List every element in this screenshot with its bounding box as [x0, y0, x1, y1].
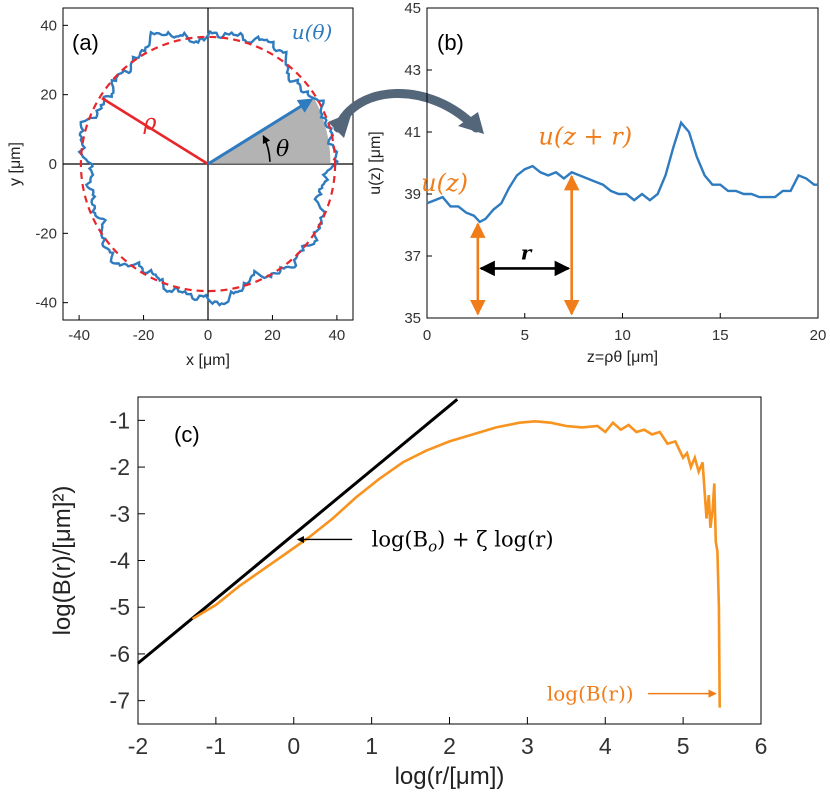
panel-c-x-tick-label: 2 — [443, 733, 456, 759]
theta-label: θ — [276, 137, 289, 162]
panel-b-label: (b) — [437, 30, 464, 55]
fit-annotation: log(Bo) + ζ log(r) — [372, 527, 554, 555]
fit-annotation-part1: log(B — [372, 527, 428, 551]
panel-c: -2 -1 0 1 2 3 4 5 6 -1 -2 -3 -4 -5 -6 -7 (c) log(Bo) + … — [49, 396, 768, 790]
connector-arrow-head-right — [458, 112, 484, 134]
panel-c-y-tick-label: -7 — [110, 688, 130, 714]
r-label: r — [521, 240, 533, 264]
theta-arc-arrow — [262, 135, 271, 162]
reference-circle — [79, 35, 337, 293]
u-theta-arrow — [207, 98, 314, 166]
panel-c-x-tick-label: 3 — [521, 733, 534, 759]
panel-a-x-tick-label: 20 — [264, 327, 281, 344]
radius-rho-line — [101, 97, 209, 166]
panel-b-x-tick-label: 5 — [521, 327, 529, 344]
panel-a-y-tick-label: -20 — [35, 225, 57, 242]
panel-c-x-axis-label: log(r/[μm]) — [395, 763, 505, 790]
panel-c-y-tick-label: -5 — [110, 594, 130, 620]
theta-wedge — [208, 98, 331, 164]
panel-c-y-tick-label: -1 — [110, 407, 130, 433]
panel-a-x-tick-label: -20 — [133, 327, 155, 344]
panel-c-x-tick-label: 4 — [599, 733, 612, 759]
log-b-r-curve — [191, 419, 721, 708]
u-theta-label: u(θ) — [292, 20, 333, 44]
panel-c-y-axis-label: log(B(r)/[μm]²) — [49, 486, 76, 636]
panel-c-x-tick-label: 6 — [755, 733, 768, 759]
fit-annotation-part2: ) + ζ log(r) — [437, 527, 553, 551]
panel-c-frame — [137, 396, 762, 725]
panel-a-y-tick-label: 20 — [40, 87, 57, 104]
rho-label: ρ — [143, 110, 157, 135]
panel-a: -40 -20 0 20 40 -40 -20 0 20 40 (a) ρ θ u(θ) x [μ… — [7, 7, 354, 369]
panel-a-y-axis-label: y [μm] — [7, 142, 24, 186]
data-annotation: log(B(r)) — [547, 682, 634, 706]
panel-a-label: (a) — [72, 30, 99, 55]
panel-b-y-tick-label: 39 — [404, 186, 421, 203]
panel-b-frame — [426, 7, 819, 319]
u-z-line — [426, 120, 818, 224]
panel-a-y-tick-label: 40 — [40, 17, 57, 34]
u-z-label: u(z) — [421, 169, 468, 197]
connector-arrow-head-left — [328, 112, 352, 138]
panel-c-x-tick-label: 1 — [365, 733, 378, 759]
panel-b-y-tick-label: 37 — [404, 248, 421, 265]
panel-b-y-tick-label: 45 — [404, 0, 421, 17]
panel-c-x-tick-label: -1 — [206, 733, 226, 759]
panel-c-y-tick-label: -4 — [110, 548, 131, 574]
panel-b-x-tick-label: 10 — [614, 327, 631, 344]
panel-a-y-tick-label: -40 — [35, 295, 57, 312]
fit-annotation-sub: o — [428, 537, 437, 555]
connector-arrow — [333, 89, 481, 133]
panel-c-y-tick-label: -2 — [110, 454, 130, 480]
panel-c-x-tick-label: 5 — [677, 733, 690, 759]
panel-b-y-tick-label: 35 — [404, 310, 421, 327]
panel-b-x-axis-label: z=ρθ [μm] — [587, 349, 658, 366]
panel-c-x-tick-label: 0 — [287, 733, 300, 759]
panel-a-x-tick-label: 40 — [329, 327, 346, 344]
panel-b-y-tick-label: 41 — [404, 124, 421, 141]
panel-b: 0 5 10 15 20 35 37 39 41 43 45 (b) u(z) u(z + r) r… — [367, 0, 826, 366]
fit-line — [137, 398, 459, 665]
panel-a-x-axis-label: x [μm] — [186, 352, 230, 369]
panel-a-x-tick-label: -40 — [68, 327, 90, 344]
panel-c-label: (c) — [174, 422, 200, 447]
panel-b-x-tick-label: 15 — [712, 327, 729, 344]
u-z-plus-r-label: u(z + r) — [538, 122, 632, 150]
panel-b-x-tick-label: 20 — [810, 327, 827, 344]
panel-c-y-tick-label: -6 — [110, 641, 130, 667]
panel-b-y-tick-label: 43 — [404, 62, 421, 79]
panel-b-y-axis-label: u(z) [μm] — [367, 131, 384, 194]
panel-c-y-tick-label: -3 — [110, 501, 130, 527]
panel-c-x-tick-label: -2 — [128, 733, 148, 759]
panel-a-y-tick-label: 0 — [49, 156, 57, 173]
panel-b-x-tick-label: 0 — [423, 327, 431, 344]
panel-a-x-tick-label: 0 — [204, 327, 212, 344]
